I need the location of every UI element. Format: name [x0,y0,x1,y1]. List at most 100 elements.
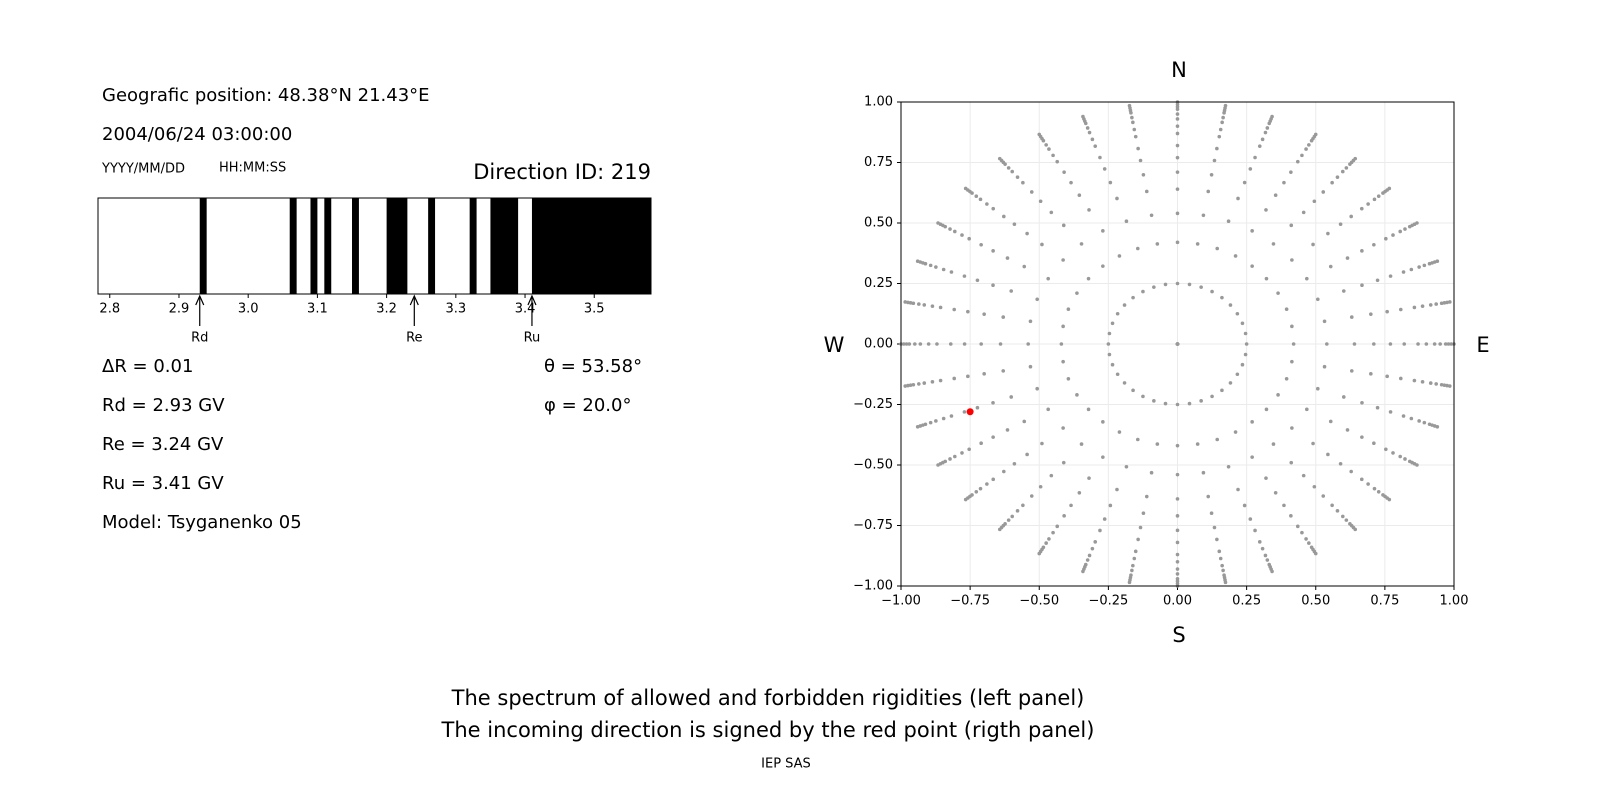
ru: Ru = 3.41 GV [102,473,224,494]
direction-point [1108,180,1113,185]
direction-point [1061,223,1066,228]
direction-point [1344,166,1349,170]
direction-point [1175,572,1180,576]
direction-point [1136,146,1140,151]
direction-point [1079,442,1084,446]
direction-point [1055,524,1060,529]
direction-point [1175,211,1180,216]
direction-point [1325,342,1329,346]
direction-point [1022,419,1027,424]
y-tick-label: 0.50 [864,216,893,231]
direction-point [1409,267,1414,272]
direction-point [1243,352,1248,357]
direction-point [1439,301,1444,306]
direction-point [1290,359,1294,364]
direction-point [1215,437,1220,442]
x-tick-label: 0.00 [1163,594,1192,609]
direction-point [1447,300,1452,304]
direction-point [974,194,979,199]
direction-point [1124,219,1129,224]
direction-point [1155,242,1160,246]
direction-point [1369,372,1373,376]
direction-point [1338,461,1343,466]
compass-n: N [1171,58,1187,82]
forbidden-band [324,198,332,294]
marker-label: Ru [524,331,541,346]
direction-point [1090,546,1095,551]
direction-point [1087,476,1091,480]
direction-point [1051,153,1055,158]
direction-point [974,489,979,494]
direction-point [1442,301,1447,305]
direction-point [1340,169,1345,174]
x-tick-label: 0.50 [1301,594,1330,609]
direction-point [1391,451,1395,455]
direction-point [1401,414,1406,418]
direction-point [948,227,952,231]
direction-point [1326,452,1330,457]
direction-point [1021,503,1025,508]
direction-point [1253,155,1257,160]
direction-point [1038,484,1043,489]
direction-point [1335,175,1340,179]
direction-point [1215,246,1220,251]
direction-point [1155,442,1160,446]
direction-point [1335,509,1340,513]
direction-point [1133,549,1138,554]
direction-point [1313,551,1318,556]
direction-point [1002,214,1006,219]
x-tick-label: −0.75 [950,594,990,609]
direction-point [915,259,920,264]
direction-point [1130,568,1134,573]
direction-point [1442,383,1447,387]
direction-point [953,229,957,234]
direction-point [1236,196,1240,201]
direction-point [979,242,983,247]
forbidden-band [490,198,519,294]
forbidden-band [199,198,207,294]
direction-point [1212,158,1217,163]
y-tick-label: 0.00 [864,337,893,352]
direction-point [1349,369,1354,373]
direction-point [930,304,935,308]
direction-point [1132,127,1137,132]
direction-point [1305,407,1309,412]
direction-point [1061,359,1065,364]
direction-point [1061,460,1066,465]
direction-point [1384,236,1388,241]
direction-point [941,416,946,421]
direction-point [917,302,921,306]
direction-point [1415,463,1419,467]
direction-point [1341,395,1346,399]
direction-point [1187,282,1192,287]
direction-point [1253,528,1257,533]
direction-point [1420,304,1425,308]
direction-point [966,374,970,379]
direction-point [1359,477,1364,482]
direction-point [978,486,983,491]
direction-point [1434,382,1438,386]
direction-point [1366,482,1370,486]
direction-point [1175,514,1180,518]
direction-point [1265,558,1270,562]
direction-point [1201,470,1206,475]
direction-point [1175,124,1180,128]
direction-point [1022,264,1027,269]
direction-point [1144,494,1149,499]
direction-point [1135,246,1140,251]
direction-point [903,384,908,388]
x-tick-label: 0.75 [1370,594,1399,609]
direction-point [1061,324,1065,329]
direction-point [1240,321,1245,326]
direction-point [1360,283,1364,288]
direction-point [1127,580,1132,585]
direction-point [906,383,910,388]
rd: Rd = 2.93 GV [102,395,225,416]
direction-point [911,301,916,306]
caption: The spectrum of allowed and forbidden ri… [451,686,1085,710]
direction-point [1372,441,1376,446]
direction-point [1106,342,1111,346]
direction-point [1439,382,1444,387]
direction-point [1012,222,1017,227]
direction-point [906,300,910,305]
